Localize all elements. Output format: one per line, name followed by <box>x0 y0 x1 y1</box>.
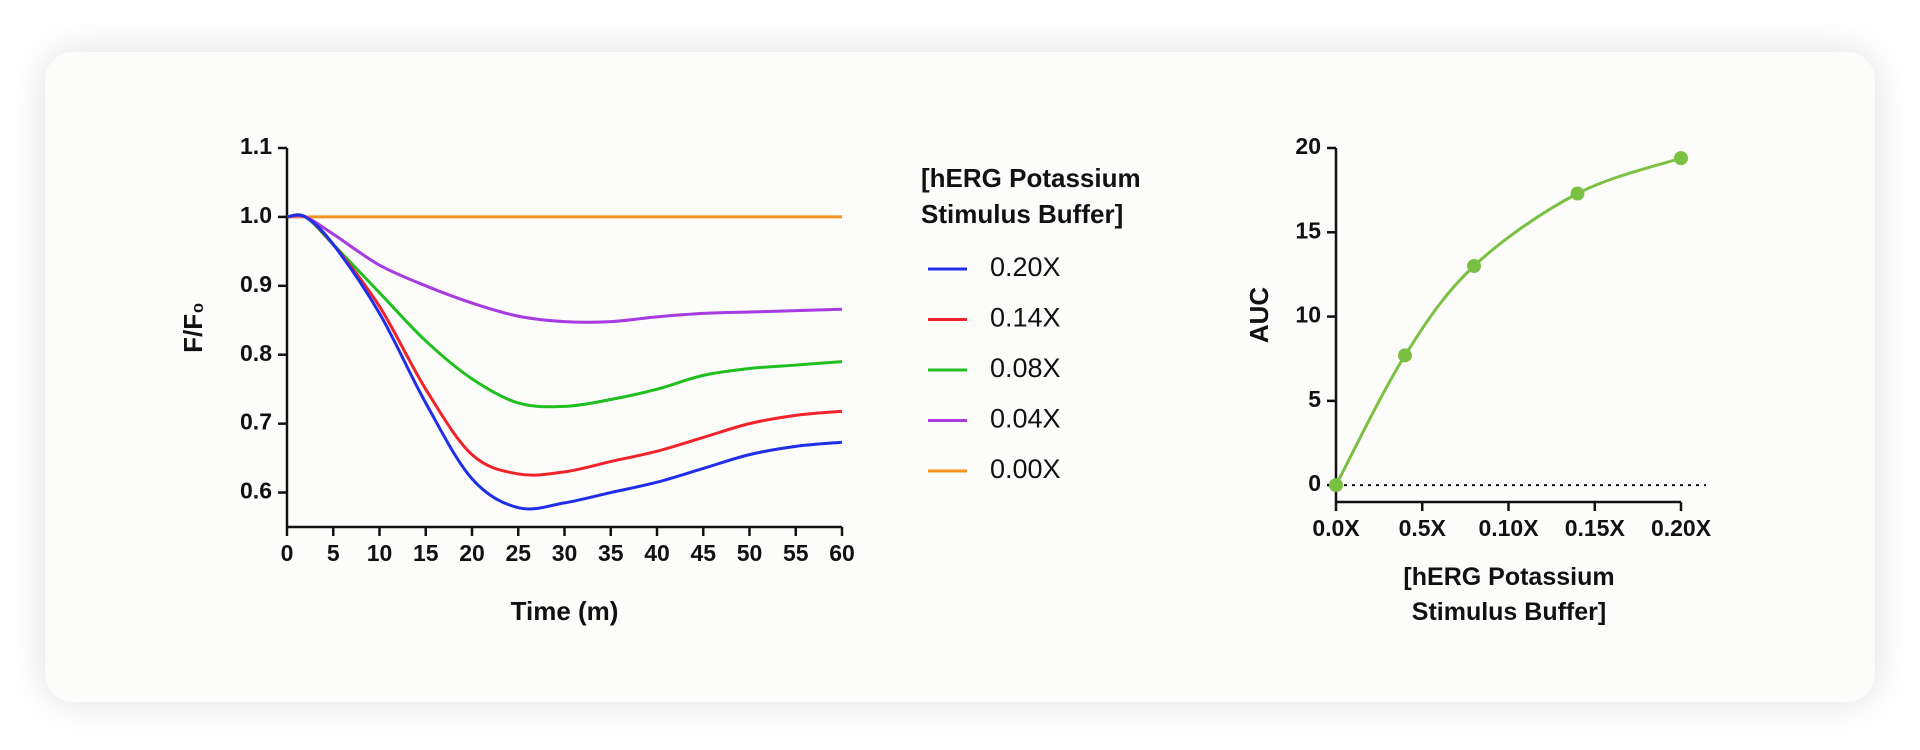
fit-line <box>1334 156 1682 486</box>
x-tick-label: 30 <box>552 540 578 566</box>
x-tick-label: 0.15X <box>1565 515 1626 541</box>
y-tick-label: 0.7 <box>240 409 272 435</box>
x-tick-label: 20 <box>459 540 485 566</box>
y-axis-title: F/F₀ <box>178 302 208 353</box>
legend-label: 0.20X <box>990 252 1061 282</box>
x-tick-label: 10 <box>367 540 393 566</box>
line <box>286 214 843 324</box>
legend-label: 0.00X <box>990 454 1061 484</box>
x-tick-label: 5 <box>327 540 340 566</box>
x-tick-label: 0.0X <box>1312 515 1360 541</box>
card <box>45 52 1875 702</box>
y-axis-title: AUC <box>1244 287 1274 344</box>
y-tick-label: 1.0 <box>240 202 272 228</box>
legend-title: [hERG Potassium Stimulus Buffer] <box>921 163 1141 229</box>
point <box>1570 186 1585 201</box>
y-tick-label: 5 <box>1308 386 1321 412</box>
y-tick-label: 0.8 <box>240 340 272 366</box>
x-tick-label: 55 <box>783 540 809 566</box>
y-tick-label: 0.9 <box>240 271 272 297</box>
x-tick-label: 15 <box>413 540 439 566</box>
x-tick-label: 40 <box>644 540 670 566</box>
y-tick-label: 15 <box>1295 217 1321 243</box>
x-tick-label: 0 <box>281 540 294 566</box>
x-axis-title: Time (m) <box>511 596 619 626</box>
point <box>1467 259 1481 273</box>
y-tick-label: 20 <box>1295 133 1321 159</box>
x-tick-label: 0.5X <box>1399 515 1447 541</box>
point <box>1398 348 1412 363</box>
line <box>286 213 843 477</box>
y-tick-label: 10 <box>1295 302 1321 328</box>
x-tick-label: 45 <box>690 540 716 566</box>
x-tick-label: 60 <box>829 540 855 566</box>
y-tick-label: 1.1 <box>240 133 272 159</box>
x-tick-label: 0.20X <box>1651 515 1712 541</box>
x-tick-label: 35 <box>598 540 624 566</box>
legend-label: 0.14X <box>990 303 1061 333</box>
x-tick-label: 50 <box>737 540 763 566</box>
y-tick-label: 0 <box>1308 470 1321 496</box>
line <box>286 213 843 511</box>
point <box>1674 151 1688 166</box>
x-axis-title: [hERG Potassium Stimulus Buffer] <box>1403 563 1615 626</box>
legend-label: 0.04X <box>990 404 1061 434</box>
point <box>1329 478 1343 493</box>
legend-label: 0.08X <box>990 353 1061 383</box>
y-tick-label: 0.6 <box>240 478 272 504</box>
x-tick-label: 25 <box>505 540 531 566</box>
x-tick-label: 0.10X <box>1478 515 1539 541</box>
